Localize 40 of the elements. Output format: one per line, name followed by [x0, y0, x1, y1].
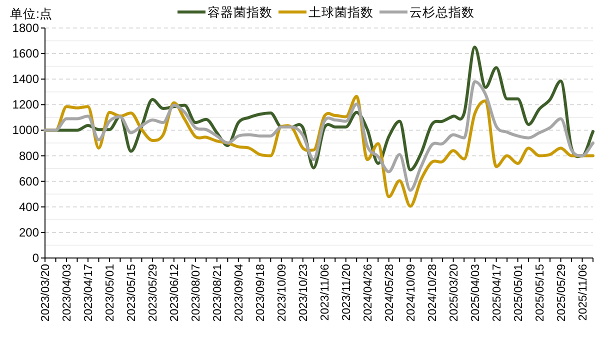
x-tick-label: 2023/09/04: [233, 263, 246, 322]
y-tick-label: 1000: [12, 123, 40, 138]
x-tick-label: 2023/04/03: [61, 264, 74, 322]
x-tick-label: 2024/10/28: [426, 264, 439, 322]
x-tick-label: 2025/11/06: [577, 264, 590, 321]
y-tick-label: 600: [18, 174, 40, 188]
x-tick-label: 2024/10/09: [405, 264, 418, 322]
x-tick-label: 2025/04/17: [491, 264, 504, 322]
x-tick-label: 2023/05/01: [104, 264, 116, 322]
x-tick-label: 2024/04/26: [362, 264, 374, 322]
legend-label: 容器菌指数: [208, 4, 272, 20]
legend-label: 云杉总指数: [410, 6, 474, 20]
y-tick-label: 800: [18, 148, 40, 163]
y-tick-label: 200: [18, 225, 40, 240]
chart-title: 单位:点: [10, 7, 52, 21]
x-tick-label: 2023/11/06: [319, 264, 332, 321]
x-tick-label: 2023/05/29: [147, 264, 160, 322]
x-tick-label: 2023/05/15: [126, 264, 138, 322]
x-tick-label: 2025/04/03: [470, 264, 482, 322]
x-tick-label: 2023/04/17: [82, 264, 95, 322]
x-tick-label: 2023/03/20: [40, 264, 52, 322]
legend-label: 土球菌指数: [308, 6, 374, 20]
x-tick-label: 2025/05/01: [512, 264, 525, 322]
x-tick-label: 2023/10/09: [276, 264, 288, 322]
y-tick-label: 0: [32, 251, 40, 265]
x-tick-label: 2023/08/07: [190, 264, 202, 322]
x-tick-label: 2023/11/20: [340, 264, 353, 321]
y-tick-label: 1800: [12, 21, 40, 35]
x-tick-label: 2025/05/15: [534, 264, 546, 322]
x-tick-label: 2023/09/18: [254, 264, 267, 322]
x-tick-label: 2023/08/21: [212, 264, 224, 322]
x-tick-label: 2025/03/20: [448, 264, 460, 322]
y-tick-label: 400: [18, 200, 40, 214]
x-tick-label: 2025/05/29: [556, 264, 568, 322]
x-tick-label: 2024/05/28: [384, 264, 396, 322]
y-tick-label: 1200: [12, 98, 40, 112]
x-tick-label: 2023/06/12: [168, 264, 181, 322]
y-tick-label: 1600: [12, 46, 40, 61]
x-tick-label: 2023/10/23: [298, 264, 310, 322]
y-tick-label: 1400: [12, 72, 40, 86]
